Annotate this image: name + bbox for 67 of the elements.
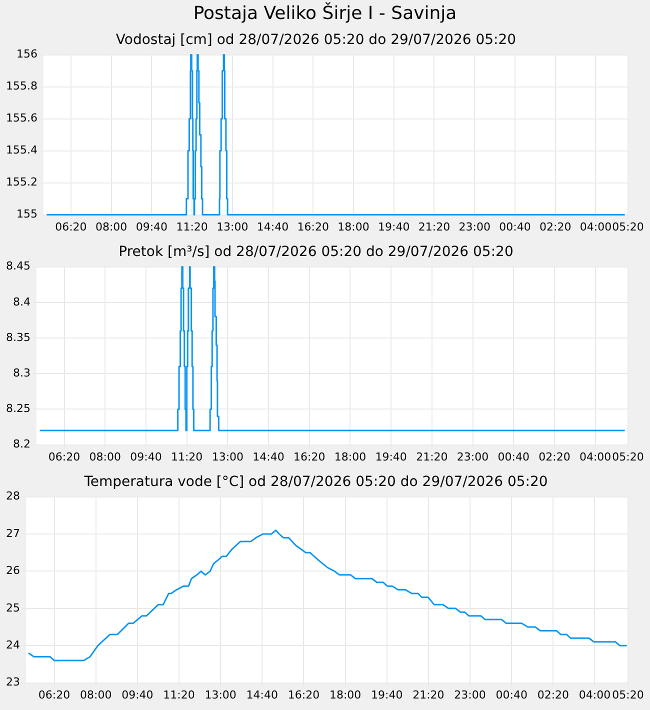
x-tick-label: 02:20 — [539, 220, 572, 234]
y-tick-label: 155.8 — [6, 80, 38, 93]
x-tick-label: 13:00 — [216, 220, 248, 234]
chart-title: Temperatura vode [°C] od 28/07/2026 05:20 do 29/07/2026 05:20 — [83, 474, 548, 490]
y-tick-label: 28 — [6, 490, 20, 503]
chart-title: Postaja Veliko Širje I - Savinja — [192, 1, 458, 26]
x-tick-label: 06:20 — [55, 220, 87, 234]
x-tick-label: 11:20 — [170, 450, 203, 464]
y-tick-label: 27 — [6, 526, 20, 540]
x-tick-label: 23:00 — [454, 688, 486, 702]
x-tick-label: 08:00 — [89, 450, 121, 464]
y-tick-label: 155.6 — [6, 112, 38, 125]
x-tick-label: 08:00 — [80, 688, 112, 702]
x-tick-label: 05:20 — [612, 688, 644, 702]
x-tick-label: 19:40 — [375, 450, 407, 464]
x-tick-label: 23:00 — [456, 450, 489, 464]
x-tick-label: 02:20 — [537, 688, 570, 702]
x-tick-label: 00:40 — [496, 688, 528, 702]
y-tick-label: 155.4 — [6, 144, 38, 157]
chart-subtitle: Vodostaj [cm] od 28/07/2026 05:20 do 29/07/2026 05:20 — [116, 32, 516, 48]
x-tick-label: 06:20 — [38, 688, 70, 702]
x-tick-label: 09:40 — [130, 450, 162, 464]
x-tick-label: 23:00 — [458, 220, 490, 234]
x-tick-label: 11:20 — [176, 220, 208, 234]
y-tick-label: 25 — [6, 601, 20, 614]
y-tick-label: 8.2 — [12, 438, 30, 451]
x-tick-label: 09:40 — [136, 220, 168, 234]
x-tick-label: 16:20 — [297, 220, 329, 234]
y-tick-label: 24 — [6, 638, 20, 652]
y-tick-label: 155 — [16, 208, 38, 221]
y-tick-label: 8.4 — [12, 295, 30, 308]
chart-title: Pretok [m³/s] od 28/07/2026 05:20 do 29/07/2026 05:20 — [118, 244, 514, 260]
x-tick-label: 21:20 — [418, 220, 450, 234]
y-tick-label: 8.45 — [6, 260, 30, 273]
x-tick-label: 02:20 — [538, 450, 570, 464]
x-tick-label: 18:00 — [338, 220, 370, 234]
x-tick-label: 04:00 — [578, 688, 611, 702]
x-tick-label: 04:00 — [580, 220, 612, 234]
y-tick-label: 8.35 — [6, 330, 30, 344]
x-tick-label: 21:20 — [416, 450, 448, 464]
x-tick-label: 06:20 — [48, 450, 80, 464]
x-tick-label: 05:20 — [612, 450, 644, 464]
x-tick-label: 14:40 — [246, 688, 278, 702]
x-tick-label: 13:00 — [204, 688, 236, 702]
y-tick-label: 155.2 — [6, 176, 38, 189]
x-tick-label: 14:40 — [256, 220, 289, 234]
x-tick-label: 04:00 — [579, 450, 612, 464]
x-tick-label: 14:40 — [252, 450, 284, 464]
x-tick-label: 16:20 — [288, 688, 320, 702]
x-tick-label: 09:40 — [122, 688, 154, 702]
x-tick-label: 18:00 — [334, 450, 366, 464]
x-tick-label: 19:40 — [378, 220, 410, 234]
y-tick-label: 8.3 — [12, 366, 30, 380]
y-tick-label: 23 — [6, 676, 20, 689]
y-tick-label: 156 — [16, 48, 38, 61]
x-tick-label: 18:00 — [329, 688, 362, 702]
x-tick-label: 08:00 — [95, 220, 128, 234]
x-tick-label: 05:20 — [612, 220, 644, 234]
y-tick-label: 26 — [6, 564, 20, 578]
x-tick-label: 19:40 — [371, 688, 403, 702]
x-tick-label: 11:20 — [163, 688, 195, 702]
y-tick-label: 8.25 — [6, 402, 30, 416]
x-tick-label: 00:40 — [498, 450, 530, 464]
x-tick-label: 13:00 — [212, 450, 244, 464]
x-tick-label: 16:20 — [294, 450, 326, 464]
x-tick-label: 00:40 — [499, 220, 531, 234]
x-tick-label: 21:20 — [412, 688, 444, 702]
